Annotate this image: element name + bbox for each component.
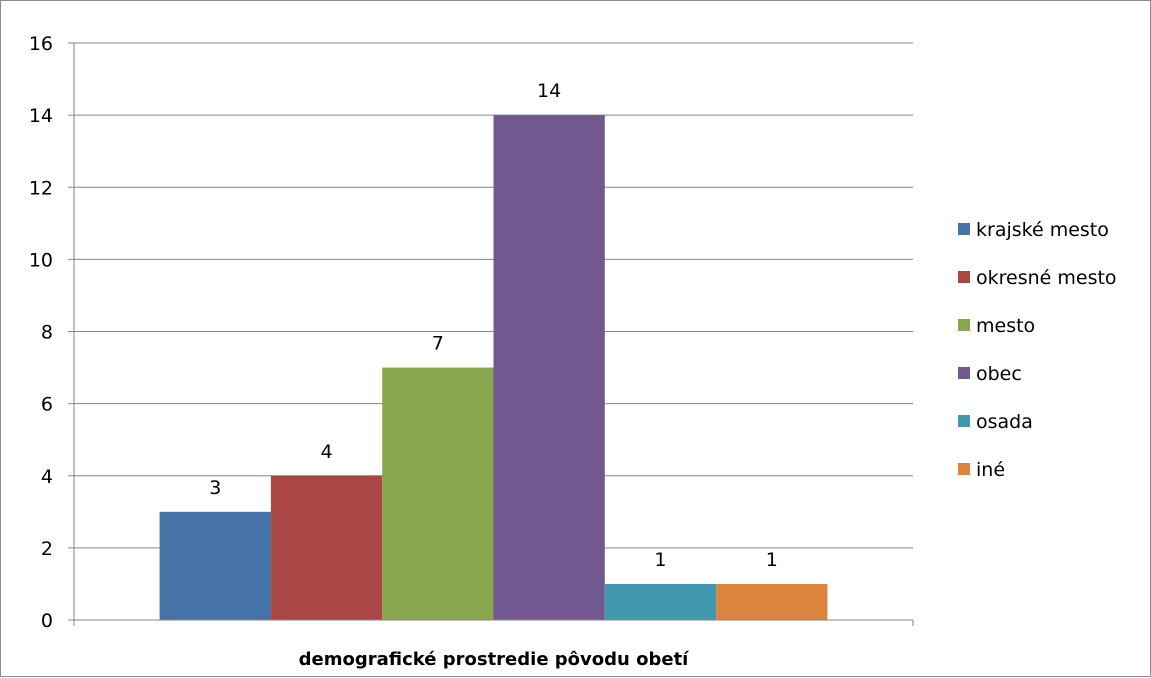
legend-swatch [958, 415, 970, 427]
bar-1 [270, 475, 383, 620]
y-tick-label: 6 [41, 394, 53, 416]
legend-swatch [958, 271, 970, 283]
legend-label: iné [976, 459, 1005, 481]
legend-label: okresné mesto [976, 267, 1117, 289]
legend-label: osada [976, 411, 1033, 433]
bar-2 [382, 367, 494, 620]
bar-3 [493, 115, 605, 620]
bar-4 [604, 583, 717, 620]
data-label: 14 [537, 80, 561, 102]
legend-swatch [958, 319, 970, 331]
legend-label: mesto [976, 315, 1035, 337]
y-tick-label: 4 [41, 466, 53, 488]
y-tick-label: 0 [41, 610, 53, 632]
bar-5 [716, 583, 828, 620]
legend-label: obec [976, 363, 1022, 385]
y-tick-label: 2 [41, 538, 53, 560]
legend-swatch [958, 463, 970, 475]
legend-label: krajské mesto [976, 219, 1109, 241]
bars [159, 115, 828, 620]
legend-swatch [958, 367, 970, 379]
y-tick-label: 14 [29, 105, 53, 127]
data-label: 1 [654, 549, 666, 571]
y-tick-label: 16 [29, 33, 53, 55]
data-label: 4 [321, 441, 333, 463]
x-axis-title: demografické prostredie pôvodu obetí [299, 649, 690, 670]
y-tick-label: 10 [29, 249, 53, 271]
data-labels: 3 4 7 14 1 1 [209, 80, 778, 571]
y-tick-label: 8 [41, 322, 53, 344]
y-tick-label: 12 [29, 177, 53, 199]
data-label: 3 [209, 477, 221, 499]
bar-0 [159, 511, 271, 620]
legend-swatch [958, 223, 970, 235]
data-label: 1 [766, 549, 778, 571]
data-label: 7 [432, 333, 444, 355]
legend: krajské mesto okresné mesto mesto obec osada… [958, 219, 1117, 481]
